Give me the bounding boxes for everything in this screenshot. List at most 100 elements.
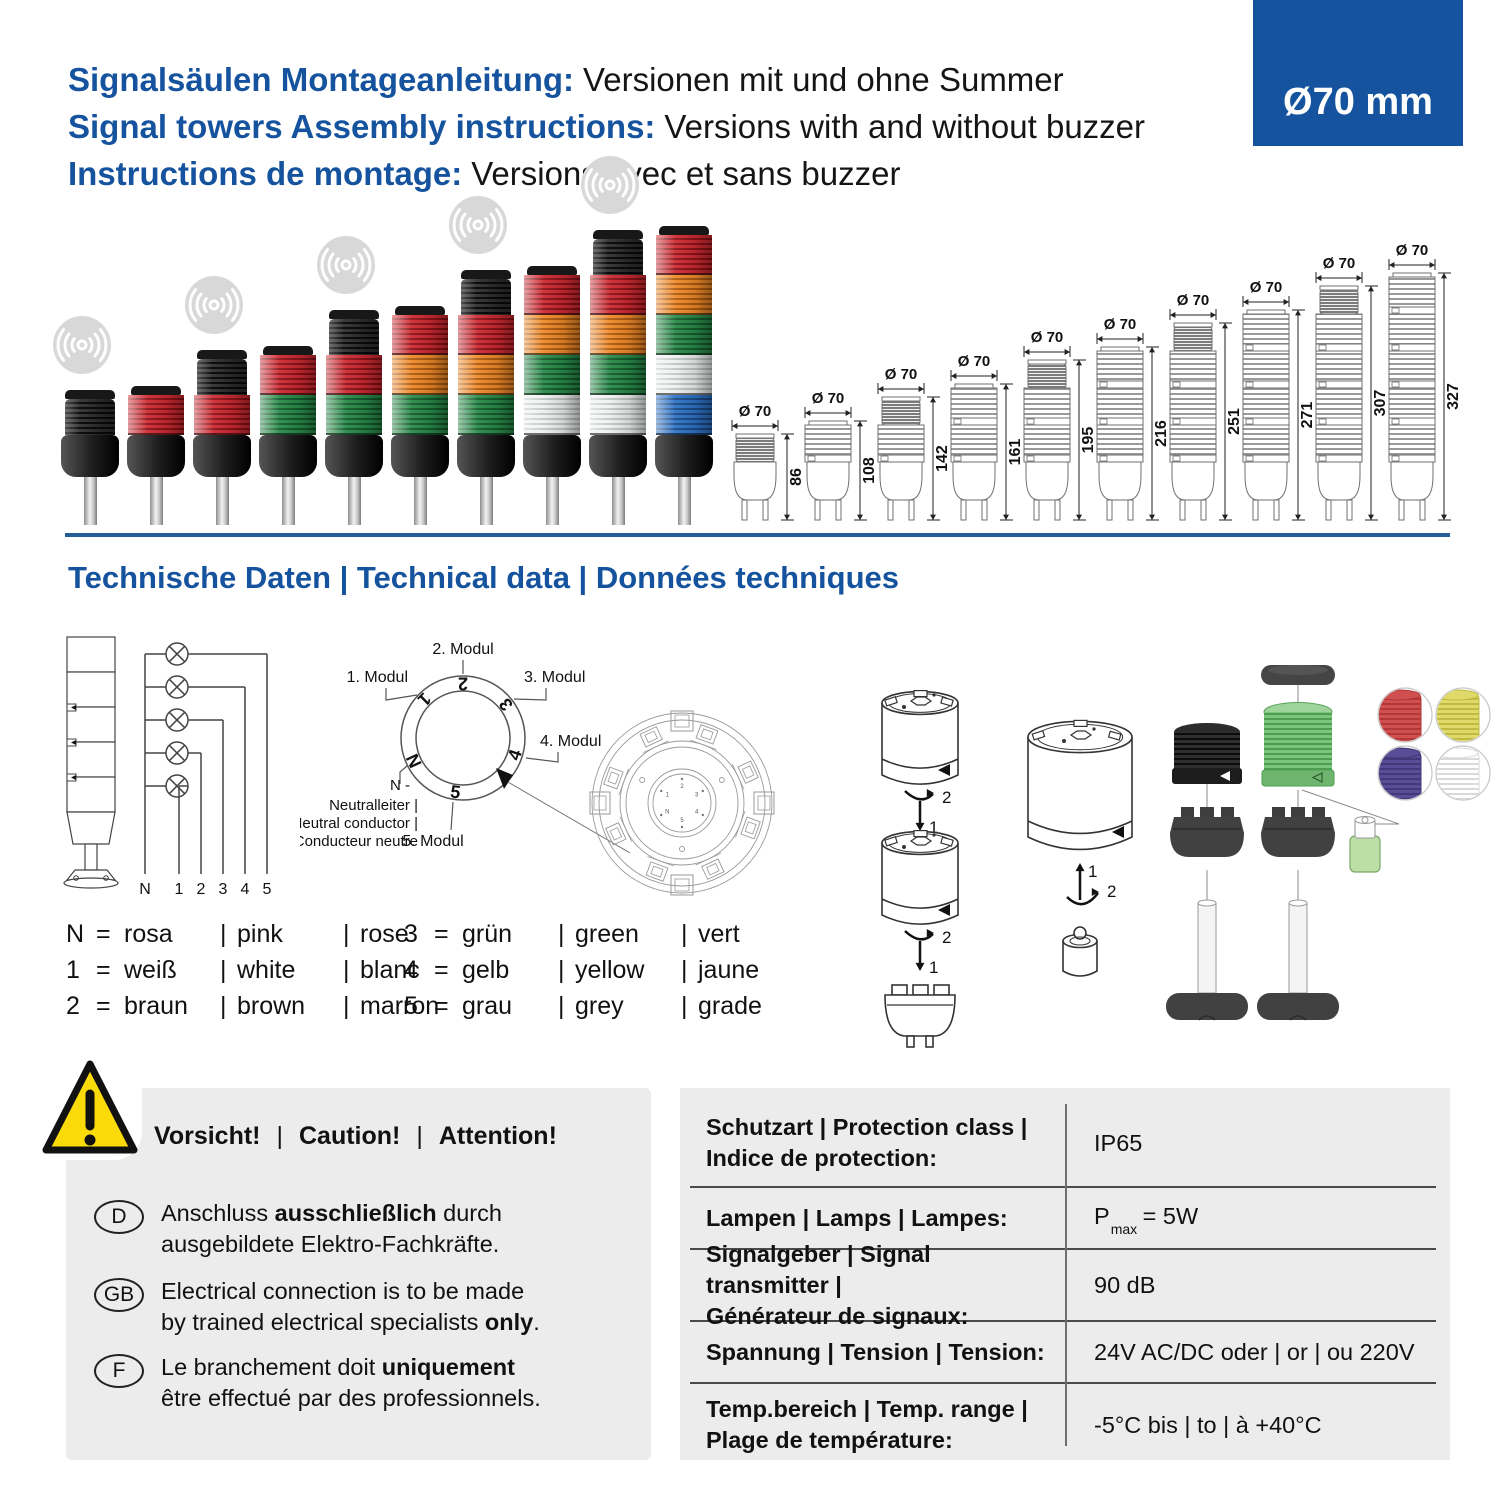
- warning-title-separator: |: [276, 1122, 284, 1150]
- terminal-label: 3: [219, 881, 228, 898]
- legend-en: white: [237, 955, 296, 984]
- tower-pole: [479, 477, 493, 525]
- tower-base: [655, 435, 713, 477]
- terminal-label: 2: [197, 881, 206, 898]
- legend-de: grau: [462, 991, 513, 1020]
- height-label: 195: [1080, 427, 1097, 454]
- legend-en: pink: [237, 919, 283, 948]
- legend-key: 2: [66, 991, 80, 1020]
- tower-pole: [83, 477, 97, 525]
- tower-module-green: [656, 315, 712, 355]
- spec-row-3: Signalgeber | Signal transmitter | Généra…: [690, 1241, 1436, 1329]
- svg-text:3: 3: [695, 793, 699, 799]
- section-title: Technische Daten | Technical data | Donn…: [68, 560, 900, 595]
- legend-eq: =: [434, 955, 449, 984]
- legend-de: grün: [462, 919, 513, 948]
- tower-module-red: [458, 315, 514, 355]
- lens-color-option-4: [1435, 745, 1491, 801]
- language-badge-D: D: [94, 1200, 144, 1234]
- legend-sep: |: [681, 919, 688, 948]
- legend-eq: =: [96, 955, 111, 984]
- title-fr-text: Versions avec et sans buzzer: [471, 155, 901, 192]
- tower-cap: [197, 350, 247, 359]
- section-divider: [65, 533, 1450, 537]
- spec-label: Lampen | Lamps | Lampes:: [706, 1204, 1008, 1231]
- neutral-label: Neutralleiter |: [329, 797, 418, 814]
- svg-text:N: N: [665, 810, 669, 816]
- legend-sep: |: [558, 955, 565, 984]
- dial-number: 4: [504, 747, 526, 763]
- title-line-en: Signal towers Assembly instructions: Vers…: [68, 103, 1145, 150]
- legend-key: 5: [404, 991, 418, 1020]
- tower-buzzer-module: [461, 279, 511, 315]
- tower-module-orange: [524, 315, 580, 355]
- dimension-drawing-8: Ø 70 271: [1242, 279, 1316, 521]
- legend-sep: |: [343, 955, 350, 984]
- legend-fr: jaune: [698, 955, 760, 984]
- title-de-text: Versionen mit und ohne Summer: [583, 61, 1064, 98]
- module-label: 3. Modul: [524, 669, 585, 686]
- dimension-drawing-3: Ø 70 142: [877, 366, 951, 521]
- tower-module-red: [260, 355, 316, 395]
- neutral-label: Neutral conductor |: [300, 815, 418, 832]
- legend-row: N = rosa | pink | rose: [66, 916, 439, 952]
- tower-base: [589, 435, 647, 477]
- language-badge-GB: GB: [94, 1278, 144, 1312]
- tower-pole: [281, 477, 295, 525]
- wiring-tower-sketch: [63, 636, 119, 889]
- signal-tower-photo-3: [193, 350, 251, 525]
- tower-module-red: [656, 235, 712, 275]
- legend-key: 3: [404, 919, 418, 948]
- dimension-drawing-1: Ø 70 86: [731, 403, 805, 521]
- legend-sep: |: [220, 919, 227, 948]
- legend-sep: |: [343, 991, 350, 1020]
- diameter-label: Ø 70: [1396, 242, 1429, 259]
- signal-tower-photo-10: [655, 226, 713, 525]
- tower-module-blue: [656, 395, 712, 435]
- tower-base: [325, 435, 383, 477]
- tower-pole: [215, 477, 229, 525]
- legend-sep: |: [220, 955, 227, 984]
- legend-fr: grade: [698, 991, 762, 1020]
- tower-pole: [677, 477, 691, 525]
- tower-cap: [131, 386, 181, 395]
- svg-text:1: 1: [929, 958, 938, 977]
- height-label: 108: [861, 457, 878, 484]
- exploded-view-diagram: [1166, 665, 1491, 1021]
- signal-tower-photo-2: [127, 386, 185, 525]
- svg-text:5: 5: [680, 818, 684, 824]
- tower-module-orange: [656, 275, 712, 315]
- diameter-label: Ø 70: [1323, 255, 1356, 272]
- diameter-label: Ø 70: [1250, 279, 1283, 296]
- sound-waves-icon: [317, 236, 375, 294]
- signal-tower-photo-5: [325, 310, 383, 525]
- svg-text:1: 1: [929, 818, 938, 837]
- warning-title: Vorsicht! | Caution! | Attention!: [154, 1122, 557, 1151]
- tower-buzzer-module: [329, 319, 379, 355]
- tower-module-green: [260, 395, 316, 435]
- tower-cap: [395, 306, 445, 315]
- tower-module-red: [524, 275, 580, 315]
- lens-color-option-1: [1377, 687, 1433, 743]
- lens-color-option-2: [1435, 687, 1491, 743]
- diameter-label: Ø 70: [885, 366, 918, 383]
- terminal-label: 1: [175, 881, 184, 898]
- height-label: 216: [1153, 420, 1170, 447]
- spec-row-4: Spannung | Tension | Tension: 24V AC/DC o…: [690, 1322, 1436, 1384]
- dimension-drawing-4: Ø 70 161: [950, 353, 1024, 521]
- height-label: 271: [1299, 402, 1316, 429]
- dial-number: 5: [449, 781, 462, 802]
- spec-label: Signalgeber | Signal transmitter | Généra…: [706, 1240, 969, 1329]
- module-label: 1. Modul: [347, 669, 408, 686]
- assembly-stack-right: 12: [1027, 719, 1133, 977]
- svg-text:2: 2: [1107, 882, 1116, 901]
- dimension-drawing-2: Ø 70 108: [804, 390, 878, 521]
- warning-title-part: Vorsicht!: [154, 1122, 261, 1150]
- legend-row: 4 = gelb | yellow | jaune: [404, 952, 762, 988]
